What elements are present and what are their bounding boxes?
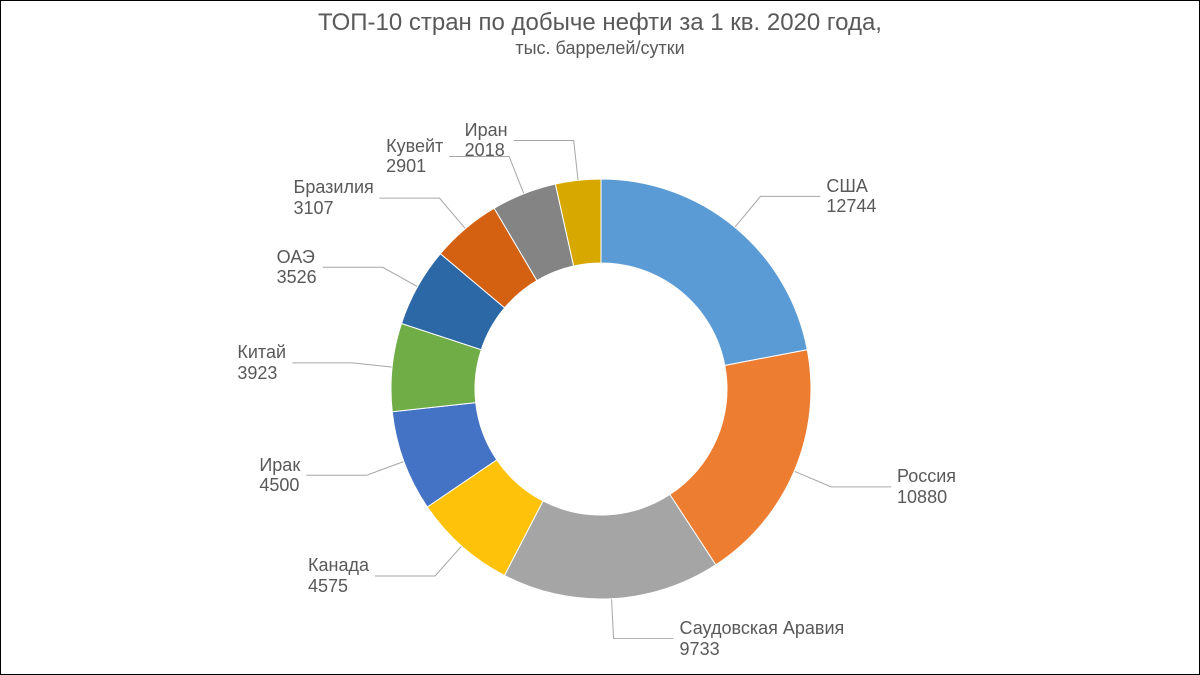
leader-line: [380, 198, 466, 229]
slice-label-value: 2901: [386, 156, 443, 177]
chart-title: ТОП-10 стран по добыче нефти за 1 кв. 20…: [1, 9, 1199, 38]
leader-line: [794, 471, 891, 487]
slice-label: Саудовская Аравия9733: [680, 618, 845, 659]
slice-label-value: 3107: [294, 198, 374, 219]
slice-label: Россия10880: [897, 466, 956, 507]
slice-label: Иран2018: [465, 120, 508, 161]
slice-label-name: Кувейт: [386, 136, 443, 157]
slice-label-value: 4500: [259, 475, 300, 496]
slice-label-name: Саудовская Аравия: [680, 618, 845, 639]
leader-line: [514, 140, 578, 180]
slice-label-name: Китай: [237, 342, 286, 363]
slice-label: Ирак4500: [259, 455, 300, 496]
slice-label-value: 9733: [680, 639, 845, 660]
leader-line: [292, 363, 392, 367]
slice-label: Бразилия3107: [294, 177, 374, 218]
slice-label: ОАЭ3526: [277, 247, 317, 288]
chart-subtitle: тыс. баррелей/сутки: [1, 38, 1199, 59]
leader-line: [323, 267, 418, 286]
slice-label-name: Ирак: [259, 455, 300, 476]
chart-container: ТОП-10 стран по добыче нефти за 1 кв. 20…: [0, 0, 1200, 675]
slice-label-value: 3923: [237, 363, 286, 384]
donut-chart: США12744Россия10880Саудовская Аравия9733…: [1, 59, 1200, 639]
slice-label: Китай3923: [237, 342, 286, 383]
slice-label-name: ОАЭ: [277, 247, 317, 268]
slice-label: Канада4575: [308, 555, 369, 596]
leader-line: [375, 546, 462, 576]
slice-label-name: Бразилия: [294, 177, 374, 198]
slice-label-name: Иран: [465, 120, 508, 141]
slice-label-value: 10880: [897, 487, 956, 508]
slice-label-value: 2018: [465, 140, 508, 161]
leader-line: [449, 156, 524, 193]
leader-line: [306, 461, 404, 475]
slice-label-name: Канада: [308, 555, 369, 576]
slice-label-value: 4575: [308, 576, 369, 597]
slice-label: Кувейт2901: [386, 136, 443, 177]
slice-label-value: 12744: [826, 196, 876, 217]
leader-line: [735, 196, 821, 227]
slice-label-name: США: [826, 176, 876, 197]
slice-label-name: Россия: [897, 466, 956, 487]
leader-line: [612, 599, 674, 639]
donut-slice: [601, 179, 807, 365]
slice-label: США12744: [826, 176, 876, 217]
slice-label-value: 3526: [277, 267, 317, 288]
